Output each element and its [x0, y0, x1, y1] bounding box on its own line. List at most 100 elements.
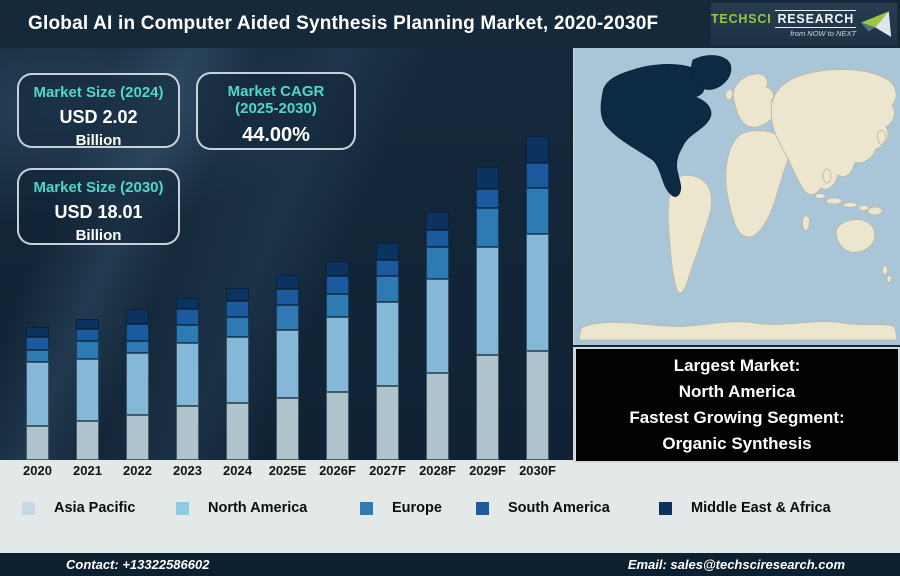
market-size-2024-card: Market Size (2024) USD 2.02 Billion: [17, 73, 180, 149]
bar-2025e: [276, 275, 299, 460]
segment-asia-pacific-2023: [176, 406, 199, 460]
card-unit: Billion: [75, 132, 122, 149]
highlight-line: Fastest Growing Segment:: [629, 408, 845, 427]
x-axis-label-2024: 2024: [223, 463, 252, 478]
segment-middle-east-africa-2024: [226, 288, 249, 301]
segment-middle-east-africa-2022: [126, 309, 149, 324]
market-cagr-card: Market CAGR (2025-2030) 44.00%: [196, 72, 356, 150]
segment-europe-2023: [176, 325, 199, 343]
segment-north-america-2022: [126, 353, 149, 415]
card-title-line1: Market CAGR: [227, 83, 325, 100]
logo-tagline: from NOW to NEXT: [790, 29, 857, 39]
x-axis-label-2025e: 2025E: [268, 463, 307, 478]
segment-asia-pacific-2021: [76, 421, 99, 460]
market-size-2030-card: Market Size (2030) USD 18.01 Billion: [17, 168, 180, 245]
legend-label-north-america: North America: [208, 500, 308, 516]
segment-south-america-2026f: [326, 276, 349, 294]
x-axis-label-2030f: 2030F: [519, 463, 556, 478]
bar-2023: [176, 298, 199, 460]
segment-asia-pacific-2024: [226, 403, 249, 460]
bar-2029f: [476, 167, 499, 460]
x-axis-label-2021: 2021: [73, 463, 102, 478]
bar-2028f: [426, 212, 449, 460]
bar-2027f: [376, 243, 399, 460]
card-value: USD 2.02: [59, 107, 138, 127]
axis-legend-strip: 2020 2021 2022 2023 2024 2025E 2026F 2027F 2028F…: [0, 460, 900, 553]
legend-label-middle-east-africa: Middle East & Africa: [691, 500, 831, 516]
stacked-bar-chart: [0, 48, 573, 460]
card-value: 44.00%: [242, 124, 310, 146]
segment-north-america-2020: [26, 362, 49, 426]
bar-2022: [126, 309, 149, 460]
legend-label-south-america: South America: [508, 500, 610, 516]
bar-2020: [26, 327, 49, 460]
legend-item-middle-east-africa: Middle East & Africa: [659, 500, 831, 516]
segment-south-america-2023: [176, 309, 199, 325]
legend-label-asia-pacific: Asia Pacific: [54, 500, 136, 516]
card-title: Market Size (2024): [33, 84, 164, 101]
x-axis-labels: 2020 2021 2022 2023 2024 2025E 2026F 2027F 2028F…: [0, 463, 573, 481]
legend-item-north-america: North America: [176, 500, 307, 516]
segment-europe-2025e: [276, 305, 299, 330]
segment-asia-pacific-2027f: [376, 386, 399, 460]
legend-swatch-asia-pacific: [22, 501, 35, 515]
segment-north-america-2026f: [326, 317, 349, 392]
segment-north-america-2029f: [476, 247, 499, 355]
segment-europe-2022: [126, 341, 149, 353]
logo-text: TechSci Research from NOW to NEXT: [711, 10, 857, 39]
segment-middle-east-africa-2025e: [276, 275, 299, 289]
legend-item-asia-pacific: Asia Pacific: [22, 500, 135, 516]
segment-europe-2021: [76, 341, 99, 359]
segment-south-america-2021: [76, 329, 99, 341]
contact-email: Email: sales@techsciresearch.com: [627, 557, 845, 572]
logo-arrow-icon: [860, 10, 892, 37]
world-map-graphic: [575, 48, 900, 345]
segment-south-america-2020: [26, 337, 49, 350]
segment-asia-pacific-2030f: [526, 351, 549, 460]
segment-north-america-2030f: [526, 234, 549, 351]
card-unit: Billion: [75, 227, 122, 244]
legend-item-south-america: South America: [476, 500, 610, 516]
chart-panel: Market Size (2024) USD 2.02 Billion Mark…: [0, 48, 573, 460]
market-highlight-box: Largest Market: North America Fastest Gr…: [573, 347, 900, 463]
techsci-logo: TechSci Research from NOW to NEXT: [711, 3, 897, 46]
segment-middle-east-africa-2020: [26, 327, 49, 337]
segment-north-america-2025e: [276, 330, 299, 398]
segment-middle-east-africa-2021: [76, 319, 99, 329]
segment-europe-2024: [226, 317, 249, 337]
segment-europe-2029f: [476, 208, 499, 247]
x-axis-label-2026f: 2026F: [319, 463, 356, 478]
segment-north-america-2021: [76, 359, 99, 421]
legend-swatch-europe: [360, 501, 373, 515]
segment-south-america-2030f: [526, 163, 549, 188]
legend-swatch-south-america: [476, 501, 489, 515]
x-axis-label-2022: 2022: [123, 463, 152, 478]
card-title-line2: (2025-2030): [235, 100, 317, 117]
legend-item-europe: Europe: [360, 500, 442, 516]
segment-south-america-2024: [226, 301, 249, 317]
segment-south-america-2029f: [476, 189, 499, 208]
segment-asia-pacific-2020: [26, 426, 49, 460]
page-title: Global AI in Computer Aided Synthesis Pl…: [28, 13, 659, 34]
segment-europe-2028f: [426, 247, 449, 279]
highlight-line: North America: [678, 382, 796, 401]
bar-2021: [76, 319, 99, 460]
x-axis-label-2023: 2023: [173, 463, 202, 478]
bar-2024: [226, 288, 249, 460]
legend-swatch-north-america: [176, 501, 189, 515]
card-title: Market Size (2030): [33, 179, 164, 196]
segment-asia-pacific-2029f: [476, 355, 499, 460]
segment-middle-east-africa-2027f: [376, 243, 399, 260]
contact-bar: Contact: +13322586602 Email: sales@techs…: [0, 553, 900, 576]
segment-europe-2020: [26, 350, 49, 362]
segment-asia-pacific-2022: [126, 415, 149, 460]
segment-north-america-2024: [226, 337, 249, 403]
x-axis-label-2028f: 2028F: [419, 463, 456, 478]
segment-south-america-2022: [126, 324, 149, 341]
segment-south-america-2027f: [376, 260, 399, 276]
contact-phone: Contact: +13322586602: [66, 557, 210, 572]
segment-asia-pacific-2025e: [276, 398, 299, 460]
segment-south-america-2025e: [276, 289, 299, 305]
title-bar: Global AI in Computer Aided Synthesis Pl…: [0, 0, 900, 48]
